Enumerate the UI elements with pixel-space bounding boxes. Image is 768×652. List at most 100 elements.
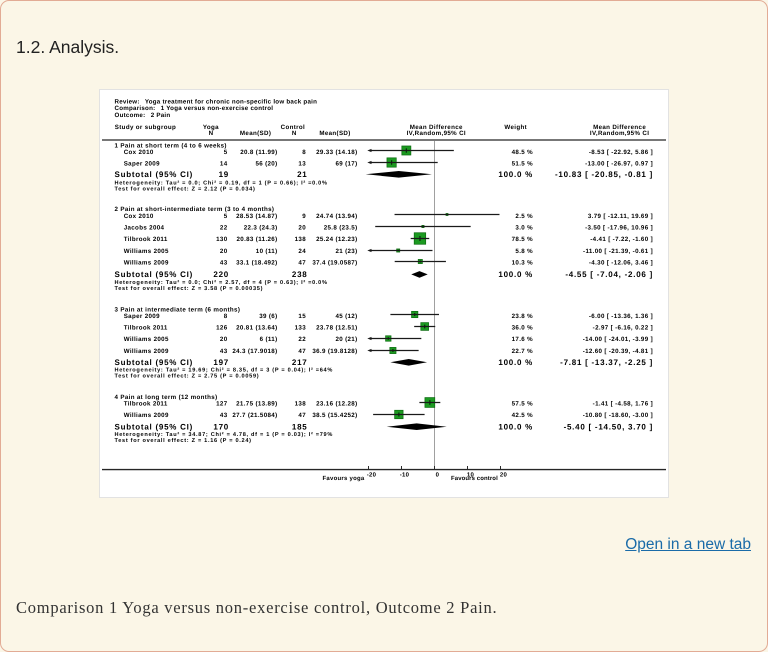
svg-text:Heterogeneity: Tau² = 34.87; C: Heterogeneity: Tau² = 34.87; Chi² = 4.78… — [115, 431, 334, 438]
svg-text:-11.00 [ -21.39, -0.61 ]: -11.00 [ -21.39, -0.61 ] — [583, 248, 653, 255]
svg-text:-8.53 [ -22.92, 5.86 ]: -8.53 [ -22.92, 5.86 ] — [589, 149, 653, 156]
svg-text:22: 22 — [298, 336, 306, 343]
svg-text:43: 43 — [220, 412, 228, 419]
svg-text:Mean Difference: Mean Difference — [593, 124, 646, 131]
svg-text:5: 5 — [224, 213, 228, 220]
svg-text:1 Pain at short term (4 to 6 w: 1 Pain at short term (4 to 6 weeks) — [115, 142, 227, 149]
svg-text:5: 5 — [224, 149, 228, 156]
svg-text:47: 47 — [298, 348, 306, 355]
svg-text:100.0 %: 100.0 % — [498, 270, 533, 279]
svg-text:Comparison: 1 Yoga versus non: Comparison: 1 Yoga versus non-exercise c… — [115, 105, 274, 112]
svg-text:Jacobs 2004: Jacobs 2004 — [124, 225, 165, 232]
svg-text:217: 217 — [292, 358, 308, 367]
svg-text:Heterogeneity: Tau² = 0.0; Chi: Heterogeneity: Tau² = 0.0; Chi² = 0.19, … — [115, 179, 328, 186]
svg-text:56 (20): 56 (20) — [255, 161, 277, 168]
svg-text:28.53 (14.87): 28.53 (14.87) — [236, 213, 277, 220]
svg-text:-6.00 [ -13.36, 1.36 ]: -6.00 [ -13.36, 1.36 ] — [589, 313, 653, 320]
svg-text:20 (21): 20 (21) — [335, 336, 357, 343]
svg-text:IV,Random,95% CI: IV,Random,95% CI — [590, 130, 649, 137]
svg-text:23.78 (12.51): 23.78 (12.51) — [316, 325, 357, 332]
svg-text:29.33 (14.18): 29.33 (14.18) — [316, 149, 357, 156]
svg-text:43: 43 — [220, 260, 228, 267]
svg-text:126: 126 — [216, 325, 228, 332]
svg-text:20.81 (13.64): 20.81 (13.64) — [236, 325, 277, 332]
svg-text:38.5 (15.4252): 38.5 (15.4252) — [312, 412, 357, 419]
svg-text:45 (12): 45 (12) — [335, 313, 357, 320]
svg-text:Subtotal (95% CI): Subtotal (95% CI) — [115, 270, 194, 279]
svg-text:5.8 %: 5.8 % — [515, 248, 533, 255]
svg-text:Williams 2005: Williams 2005 — [124, 248, 169, 255]
svg-text:8: 8 — [224, 313, 228, 320]
svg-text:Mean(SD): Mean(SD) — [240, 130, 271, 137]
svg-text:20: 20 — [220, 336, 228, 343]
svg-text:10: 10 — [467, 471, 475, 478]
svg-text:Tilbrook 2011: Tilbrook 2011 — [124, 325, 168, 332]
svg-text:39 (6): 39 (6) — [259, 313, 277, 320]
svg-text:197: 197 — [213, 358, 229, 367]
svg-text:33.1 (18.492): 33.1 (18.492) — [236, 260, 277, 267]
svg-text:Tilbrook 2011: Tilbrook 2011 — [124, 400, 168, 407]
svg-text:20: 20 — [220, 248, 228, 255]
svg-text:4 Pain at long term (12 months: 4 Pain at long term (12 months) — [115, 394, 218, 401]
svg-text:23.8 %: 23.8 % — [512, 313, 534, 320]
svg-text:Heterogeneity: Tau² = 0.0; Chi: Heterogeneity: Tau² = 0.0; Chi² = 2.57, … — [115, 279, 328, 286]
svg-text:130: 130 — [216, 236, 228, 243]
svg-text:42.5 %: 42.5 % — [512, 412, 534, 419]
svg-text:Saper 2009: Saper 2009 — [124, 161, 160, 168]
svg-text:Cox 2010: Cox 2010 — [124, 149, 154, 156]
svg-text:2 Pain at short-intermediate t: 2 Pain at short-intermediate term (3 to … — [115, 206, 275, 213]
svg-text:Test for overall effect: Z = 2: Test for overall effect: Z = 2.75 (P = 0… — [115, 373, 260, 380]
svg-text:-14.00 [ -24.01, -3.99 ]: -14.00 [ -24.01, -3.99 ] — [583, 336, 653, 343]
svg-text:-7.81 [ -13.37, -2.25 ]: -7.81 [ -13.37, -2.25 ] — [560, 358, 653, 367]
svg-text:78.5 %: 78.5 % — [512, 236, 534, 243]
svg-text:13: 13 — [298, 161, 306, 168]
svg-text:3.79 [ -12.11, 19.69 ]: 3.79 [ -12.11, 19.69 ] — [588, 213, 653, 220]
svg-text:-3.50 [ -17.96, 10.96 ]: -3.50 [ -17.96, 10.96 ] — [585, 225, 653, 232]
svg-text:10.3 %: 10.3 % — [512, 260, 534, 267]
svg-text:138: 138 — [295, 400, 307, 407]
svg-text:100.0 %: 100.0 % — [498, 358, 533, 367]
svg-text:51.5 %: 51.5 % — [512, 161, 534, 168]
svg-text:17.6 %: 17.6 % — [512, 336, 534, 343]
svg-text:20: 20 — [500, 471, 508, 478]
svg-text:N: N — [292, 130, 297, 137]
svg-text:22.7 %: 22.7 % — [512, 348, 534, 355]
svg-text:Williams 2009: Williams 2009 — [124, 412, 169, 419]
svg-text:Review: Yoga treatment for ch: Review: Yoga treatment for chronic non-s… — [115, 99, 318, 106]
svg-text:24.74 (13.94): 24.74 (13.94) — [316, 213, 357, 220]
svg-text:Favours yoga: Favours yoga — [322, 475, 364, 482]
svg-text:25.24 (12.23): 25.24 (12.23) — [316, 236, 357, 243]
svg-text:24: 24 — [298, 248, 306, 255]
svg-text:170: 170 — [213, 422, 229, 431]
svg-text:Cox 2010: Cox 2010 — [124, 213, 154, 220]
svg-text:20: 20 — [298, 225, 306, 232]
svg-text:21 (23): 21 (23) — [335, 248, 357, 255]
svg-text:37.4 (19.0587): 37.4 (19.0587) — [312, 260, 357, 267]
svg-text:Williams 2009: Williams 2009 — [124, 348, 169, 355]
svg-text:14: 14 — [220, 161, 228, 168]
svg-text:-10.80 [ -18.60, -3.00 ]: -10.80 [ -18.60, -3.00 ] — [583, 412, 653, 419]
svg-text:27.7 (21.5084): 27.7 (21.5084) — [232, 412, 277, 419]
svg-text:Subtotal (95% CI): Subtotal (95% CI) — [115, 358, 194, 367]
svg-text:36.9 (19.8128): 36.9 (19.8128) — [312, 348, 357, 355]
svg-text:2.5 %: 2.5 % — [515, 213, 533, 220]
svg-text:9: 9 — [302, 213, 306, 220]
svg-text:Yoga: Yoga — [203, 124, 219, 131]
svg-text:133: 133 — [295, 325, 307, 332]
svg-text:-10: -10 — [400, 471, 410, 478]
svg-text:21.75 (13.89): 21.75 (13.89) — [236, 400, 277, 407]
svg-text:Subtotal (95% CI): Subtotal (95% CI) — [115, 422, 194, 431]
svg-text:Tilbrook 2011: Tilbrook 2011 — [124, 236, 168, 243]
svg-text:Favours control: Favours control — [451, 475, 498, 482]
svg-text:15: 15 — [298, 313, 306, 320]
svg-text:138: 138 — [295, 236, 307, 243]
svg-text:10 (11): 10 (11) — [256, 248, 278, 255]
svg-text:220: 220 — [213, 270, 229, 279]
svg-text:19: 19 — [219, 170, 229, 179]
svg-text:8: 8 — [302, 149, 306, 156]
svg-text:Mean Difference: Mean Difference — [410, 124, 463, 131]
svg-text:69 (17): 69 (17) — [335, 161, 357, 168]
svg-text:-4.41 [ -7.22, -1.60 ]: -4.41 [ -7.22, -1.60 ] — [590, 236, 653, 243]
svg-text:6 (11): 6 (11) — [260, 336, 278, 343]
svg-text:23.16 (12.28): 23.16 (12.28) — [316, 400, 357, 407]
